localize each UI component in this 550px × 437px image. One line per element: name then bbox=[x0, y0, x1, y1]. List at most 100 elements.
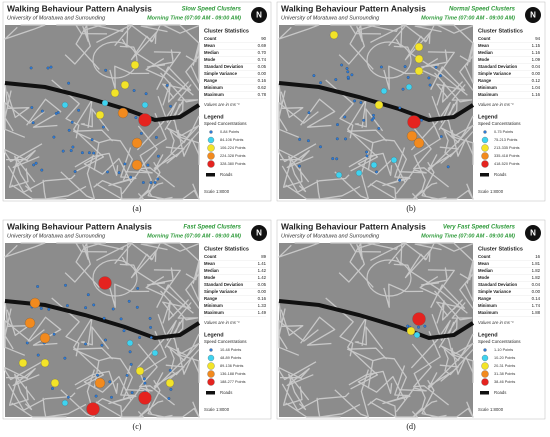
stat-value: 1.82 bbox=[532, 268, 541, 273]
legend-swatch bbox=[481, 160, 489, 168]
panel-subtitle: University of Moratuwa and Surrounding bbox=[7, 233, 106, 239]
legend-swatch bbox=[207, 160, 215, 168]
legend-item: 10-20 Points bbox=[494, 356, 515, 360]
speed-cluster bbox=[138, 391, 152, 405]
walk-point bbox=[165, 84, 169, 87]
walk-point bbox=[36, 353, 40, 357]
street bbox=[282, 143, 317, 188]
walk-point bbox=[139, 131, 143, 135]
walk-point bbox=[403, 65, 407, 68]
legend-item: 1-10 Points bbox=[494, 348, 513, 352]
street bbox=[383, 283, 424, 308]
street bbox=[434, 72, 473, 103]
stat-value: 1.15 bbox=[532, 43, 541, 48]
roads-label: Roads bbox=[220, 172, 232, 177]
stat-label: Simple Variance bbox=[478, 71, 512, 76]
walk-point bbox=[92, 151, 96, 155]
legend-item: 75-213 Points bbox=[494, 138, 518, 142]
street bbox=[349, 242, 382, 253]
stat-label: Median bbox=[204, 50, 219, 55]
cluster-type: Normal Speed Clusters bbox=[449, 7, 516, 13]
units-note: Values are in ms⁻¹ bbox=[204, 102, 240, 107]
north-arrow bbox=[525, 225, 541, 241]
walk-point bbox=[67, 81, 70, 85]
street bbox=[4, 242, 46, 258]
stat-label: Standard Deviation bbox=[478, 282, 518, 287]
walk-point bbox=[47, 307, 51, 311]
walk-point bbox=[346, 75, 350, 79]
speed-cluster bbox=[413, 331, 421, 339]
walk-point bbox=[119, 317, 123, 321]
walk-point bbox=[101, 125, 105, 129]
legend-swatch bbox=[481, 354, 489, 362]
walk-point bbox=[345, 67, 349, 70]
street bbox=[108, 147, 137, 187]
street bbox=[98, 139, 133, 181]
speed-cluster bbox=[40, 358, 50, 368]
legend-swatch bbox=[481, 378, 489, 386]
speed-cluster bbox=[374, 100, 384, 110]
stat-label: Standard Deviation bbox=[478, 64, 518, 69]
stats-title: Cluster Statistics bbox=[204, 246, 249, 252]
walk-point bbox=[346, 70, 350, 74]
main-road bbox=[4, 299, 201, 341]
stat-value: 0.16 bbox=[258, 78, 267, 83]
street bbox=[404, 32, 431, 61]
walk-point bbox=[340, 63, 343, 67]
walk-point bbox=[298, 164, 301, 168]
street bbox=[281, 383, 350, 411]
speed-cluster bbox=[413, 137, 425, 149]
speed-cluster bbox=[406, 326, 416, 336]
speed-cluster bbox=[24, 317, 36, 329]
legend-swatch bbox=[207, 362, 215, 370]
street bbox=[172, 334, 200, 384]
stat-value: 0.12 bbox=[532, 78, 541, 83]
map-panel: Walking Behaviour Pattern Analysis Univer… bbox=[276, 219, 546, 431]
walk-point bbox=[41, 109, 44, 113]
legend-swatch bbox=[209, 348, 213, 352]
north-label: N bbox=[530, 229, 536, 238]
street bbox=[64, 24, 102, 65]
street bbox=[185, 55, 200, 91]
street bbox=[440, 115, 474, 144]
street bbox=[348, 152, 393, 176]
street bbox=[395, 169, 427, 195]
map-panel: Walking Behaviour Pattern Analysis Univer… bbox=[2, 1, 272, 213]
north-arrow bbox=[251, 225, 267, 241]
legend-swatch bbox=[207, 144, 215, 152]
street bbox=[156, 183, 200, 200]
legend-swatch bbox=[207, 354, 215, 362]
street bbox=[121, 387, 153, 413]
stat-label: Count bbox=[478, 254, 491, 259]
street bbox=[4, 308, 45, 342]
street bbox=[281, 165, 350, 193]
street bbox=[410, 313, 451, 369]
stat-label: Simple Variance bbox=[204, 289, 238, 294]
street bbox=[4, 24, 46, 40]
walk-point bbox=[66, 304, 69, 307]
walk-point bbox=[169, 387, 173, 391]
walk-point bbox=[312, 74, 316, 77]
walk-point bbox=[84, 342, 87, 346]
walk-point bbox=[40, 168, 44, 172]
street bbox=[74, 370, 119, 394]
stat-value: 0.00 bbox=[532, 289, 541, 294]
walk-point bbox=[64, 283, 67, 287]
street bbox=[75, 242, 108, 253]
map-background bbox=[279, 243, 473, 417]
speed-cluster bbox=[165, 378, 175, 388]
walk-point bbox=[417, 325, 420, 329]
street bbox=[145, 269, 181, 296]
street bbox=[164, 100, 184, 131]
street bbox=[300, 98, 336, 128]
stat-label: Mode bbox=[478, 275, 490, 280]
stat-value: 0.74 bbox=[258, 57, 267, 62]
time-range: Morning Time (07:00 AM - 09:00 AM) bbox=[421, 15, 515, 21]
walk-point bbox=[46, 66, 50, 70]
stat-value: 0.70 bbox=[258, 50, 267, 55]
walk-point bbox=[111, 307, 115, 311]
panel-title: Walking Behaviour Pattern Analysis bbox=[7, 3, 152, 13]
speed-cluster bbox=[405, 83, 413, 91]
units-note: Values are in ms⁻¹ bbox=[204, 320, 240, 325]
walk-point bbox=[343, 115, 347, 119]
